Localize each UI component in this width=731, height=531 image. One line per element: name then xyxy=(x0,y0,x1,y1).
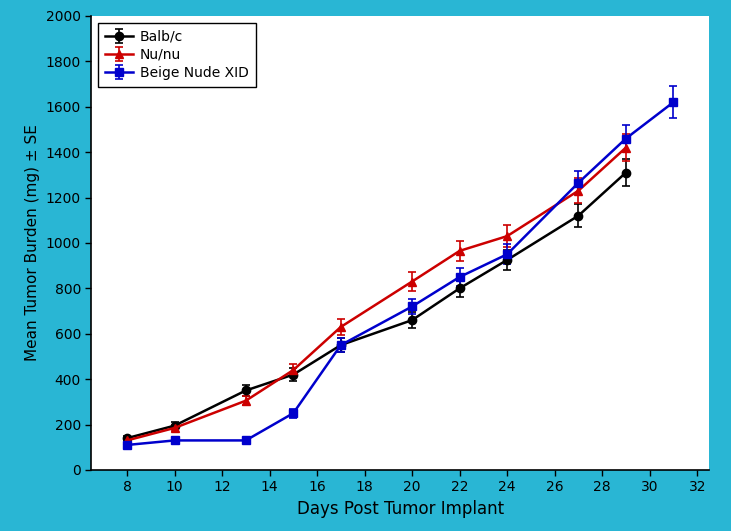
Legend: Balb/c, Nu/nu, Beige Nude XID: Balb/c, Nu/nu, Beige Nude XID xyxy=(98,23,256,87)
X-axis label: Days Post Tumor Implant: Days Post Tumor Implant xyxy=(297,500,504,518)
Y-axis label: Mean Tumor Burden (mg) ± SE: Mean Tumor Burden (mg) ± SE xyxy=(25,124,40,362)
